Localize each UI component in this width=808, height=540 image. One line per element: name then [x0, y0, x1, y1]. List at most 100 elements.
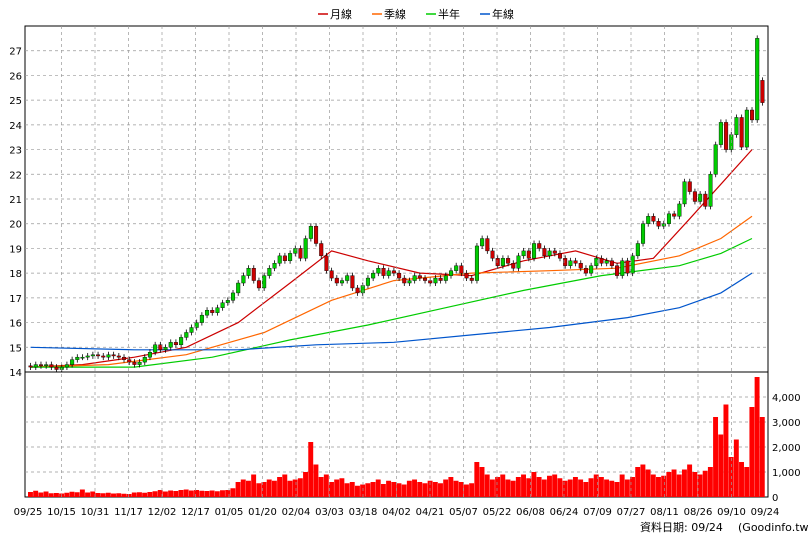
candle-body	[568, 260, 573, 266]
candle-body	[666, 213, 671, 224]
candle-body	[194, 322, 199, 328]
volume-bar	[474, 462, 480, 497]
candle-body	[687, 181, 692, 192]
candle-body	[433, 277, 438, 284]
legend-label: 季線	[384, 7, 406, 21]
candle-body	[661, 223, 666, 227]
candle-body	[70, 359, 75, 365]
x-tick-label: 01/05	[215, 507, 244, 518]
candle-body	[402, 277, 407, 284]
candle-body	[744, 109, 749, 148]
candle-body	[184, 332, 189, 338]
candle-body	[594, 258, 599, 266]
volume-bar	[277, 477, 283, 497]
candle-body	[651, 216, 656, 222]
volume-bar	[375, 479, 381, 497]
candle-body	[179, 337, 184, 346]
candle-body	[615, 265, 620, 276]
volume-bar	[256, 483, 262, 497]
volume-bar	[448, 477, 454, 497]
price-tick-label: 26	[9, 71, 22, 82]
candle-body	[116, 355, 121, 358]
volume-bar	[687, 464, 693, 497]
volume-bar	[733, 439, 739, 497]
candle-body	[44, 364, 49, 367]
candle-body	[199, 314, 204, 323]
candle-body	[246, 268, 251, 276]
volume-bar	[365, 483, 371, 497]
x-tick-label: 04/02	[382, 507, 411, 518]
candle-body	[163, 347, 168, 350]
volume-bar	[541, 479, 547, 497]
candle-body	[308, 225, 313, 239]
volume-bar	[630, 477, 635, 497]
candle-body	[480, 238, 485, 247]
volume-bar	[370, 482, 376, 497]
price-tick-label: 20	[9, 220, 22, 231]
volume-bar	[521, 474, 526, 497]
volume-bar	[69, 491, 75, 497]
candle-body	[692, 191, 697, 202]
volume-bar	[718, 434, 724, 497]
candle-body	[599, 258, 604, 264]
legend-label: 月線	[330, 7, 352, 21]
legend-label: 年線	[492, 7, 514, 21]
candle-body	[339, 280, 345, 284]
volume-bar	[261, 482, 267, 497]
candle-body	[355, 287, 360, 294]
candle-body	[49, 364, 54, 368]
x-tick-label: 01/20	[248, 507, 277, 518]
price-tick-label: 18	[9, 269, 22, 280]
candle-body	[329, 270, 334, 279]
volume-bar	[323, 474, 329, 497]
volume-bar	[489, 479, 495, 497]
x-tick-label: 09/10	[717, 507, 746, 518]
x-tick-label: 11/17	[114, 507, 143, 518]
candle-body	[256, 280, 261, 289]
candle-body	[609, 260, 614, 266]
candle-body	[438, 277, 443, 281]
candle-body	[407, 280, 412, 284]
candle-body	[142, 356, 147, 363]
candle-body	[724, 122, 729, 150]
candle-body	[506, 258, 511, 264]
volume-bar	[526, 478, 532, 497]
x-axis: 09/25 10/15 10/31 11/17 12/02 12/17 01/05 01/20…	[14, 26, 779, 518]
candle-body	[173, 342, 178, 346]
candle-body	[293, 248, 298, 254]
candle-body	[54, 366, 59, 370]
candle-body	[521, 250, 526, 257]
volume-bar	[74, 492, 80, 497]
volume-bar	[136, 492, 142, 497]
volume-bar	[79, 489, 85, 497]
candle-body	[557, 253, 563, 259]
candle-body	[319, 243, 324, 257]
candle-body	[672, 213, 677, 217]
volume-bar	[531, 472, 537, 497]
volume-bar	[230, 488, 236, 497]
legend-label: 半年	[438, 7, 460, 21]
volume-bar	[547, 475, 552, 497]
candle-body	[750, 109, 755, 121]
candle-body	[485, 238, 490, 252]
candle-body	[578, 263, 583, 269]
volume-bar	[406, 480, 412, 497]
chart-legend: 月線 季線 半年 年線	[318, 7, 514, 21]
x-tick-label: 05/07	[449, 507, 478, 518]
volume-bar	[505, 479, 511, 497]
price-tick-label: 25	[9, 96, 22, 107]
volume-chart-area: 0 1,000 2,000 3,000 4,000	[24, 371, 801, 504]
candle-body	[734, 117, 739, 135]
price-tick-label: 22	[9, 170, 22, 181]
candle-body	[386, 270, 391, 276]
candle-body	[760, 80, 765, 103]
candle-body	[205, 310, 210, 316]
candle-body	[75, 356, 80, 360]
volume-bar	[707, 467, 713, 497]
volume-bar	[235, 482, 241, 497]
candle-body	[708, 174, 713, 207]
volume-bar	[671, 469, 677, 497]
volume-bar	[702, 470, 708, 497]
volume-bar	[147, 492, 153, 497]
